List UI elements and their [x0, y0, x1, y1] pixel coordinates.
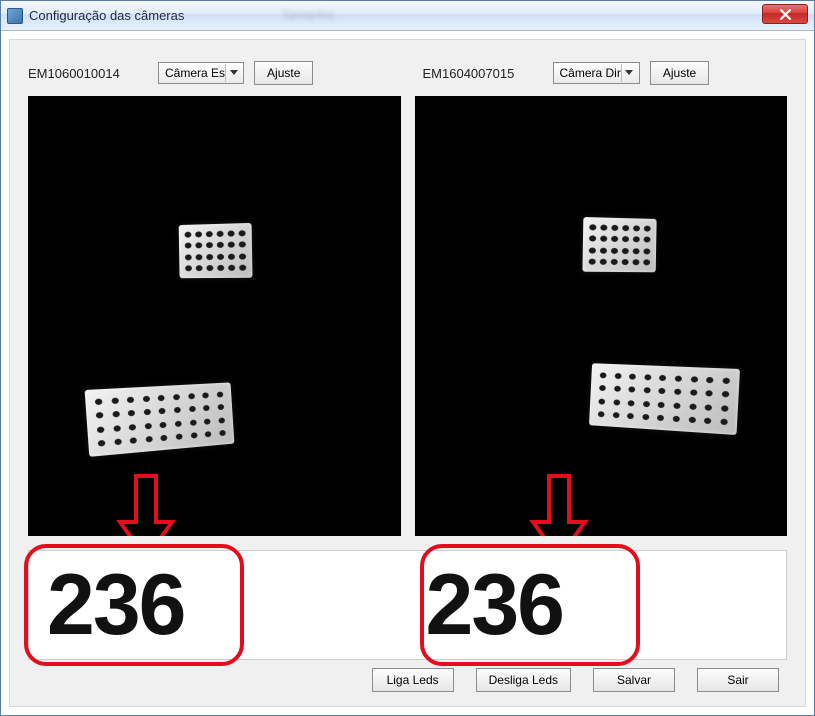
right-value: 236: [426, 556, 564, 655]
app-icon: [7, 8, 23, 24]
window-title: Configuração das câmeras: [29, 8, 184, 23]
close-button[interactable]: [762, 4, 808, 24]
salvar-label: Salvar: [617, 673, 651, 687]
right-ajuste-label: Ajuste: [663, 66, 696, 80]
close-icon: [780, 9, 791, 20]
right-preview: [415, 96, 788, 536]
preview-row: [28, 96, 787, 536]
chevron-down-icon: [621, 64, 637, 82]
sair-button[interactable]: Sair: [697, 668, 779, 692]
salvar-button[interactable]: Salvar: [593, 668, 675, 692]
liga-leds-button[interactable]: Liga Leds: [372, 668, 454, 692]
left-ajuste-button[interactable]: Ajuste: [254, 61, 313, 85]
right-camera-controls: EM1604007015 Câmera Dir Ajuste: [393, 58, 788, 88]
annotation-arrow-icon: [519, 472, 599, 536]
right-camera-combo-label: Câmera Dir: [560, 66, 621, 80]
left-value: 236: [47, 556, 185, 655]
left-serial-label: EM1060010014: [28, 66, 148, 81]
calibration-board-icon: [589, 363, 740, 435]
desliga-leds-label: Desliga Leds: [489, 673, 558, 687]
left-camera-controls: EM1060010014 Câmera Es Ajuste: [28, 58, 393, 88]
calibration-board-icon: [179, 223, 253, 278]
right-value-cell: 236: [408, 551, 787, 659]
client-area: EM1060010014 Câmera Es Ajuste EM16040070…: [9, 39, 806, 707]
left-preview: [28, 96, 401, 536]
left-value-cell: 236: [29, 551, 408, 659]
calibration-board-icon: [582, 217, 656, 272]
value-row: 236 236: [28, 550, 787, 660]
sair-label: Sair: [727, 673, 748, 687]
titlebar: Configuração das câmeras Tamanho: [1, 1, 814, 31]
annotation-arrow-icon: [106, 472, 186, 536]
left-camera-combo[interactable]: Câmera Es: [158, 62, 244, 84]
liga-leds-label: Liga Leds: [387, 673, 439, 687]
left-ajuste-label: Ajuste: [267, 66, 300, 80]
camera-config-row: EM1060010014 Câmera Es Ajuste EM16040070…: [28, 58, 787, 88]
right-ajuste-button[interactable]: Ajuste: [650, 61, 709, 85]
chevron-down-icon: [225, 64, 241, 82]
calibration-board-icon: [85, 382, 235, 456]
right-camera-combo[interactable]: Câmera Dir: [553, 62, 640, 84]
left-camera-combo-label: Câmera Es: [165, 66, 225, 80]
right-serial-label: EM1604007015: [423, 66, 543, 81]
bottom-button-bar: Liga Leds Desliga Leds Salvar Sair: [10, 668, 805, 696]
blurred-label: Tamanho: [281, 7, 361, 25]
desliga-leds-button[interactable]: Desliga Leds: [476, 668, 571, 692]
window: Configuração das câmeras Tamanho EM10600…: [0, 0, 815, 716]
